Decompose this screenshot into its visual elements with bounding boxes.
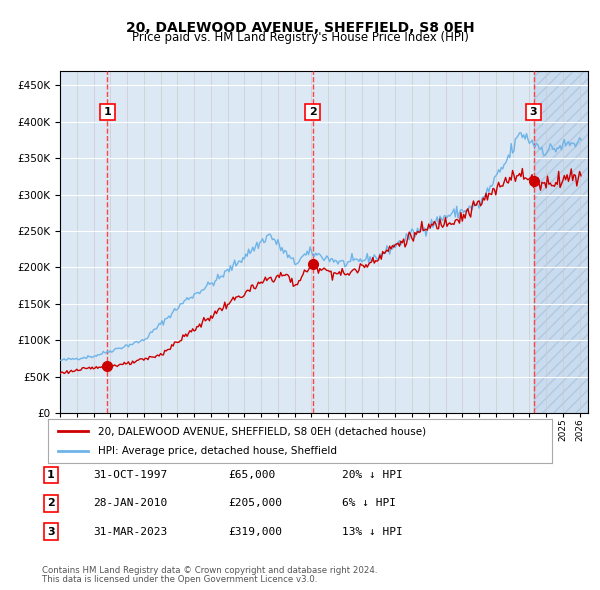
Text: 31-MAR-2023: 31-MAR-2023 — [93, 527, 167, 536]
Text: Contains HM Land Registry data © Crown copyright and database right 2024.: Contains HM Land Registry data © Crown c… — [42, 566, 377, 575]
Text: 13% ↓ HPI: 13% ↓ HPI — [342, 527, 403, 536]
Text: 3: 3 — [530, 107, 538, 117]
Text: 20, DALEWOOD AVENUE, SHEFFIELD, S8 0EH (detached house): 20, DALEWOOD AVENUE, SHEFFIELD, S8 0EH (… — [98, 427, 427, 436]
Text: 1: 1 — [104, 107, 112, 117]
Text: £205,000: £205,000 — [228, 499, 282, 508]
Text: 6% ↓ HPI: 6% ↓ HPI — [342, 499, 396, 508]
Text: 28-JAN-2010: 28-JAN-2010 — [93, 499, 167, 508]
Text: 1: 1 — [47, 470, 55, 480]
Text: Price paid vs. HM Land Registry's House Price Index (HPI): Price paid vs. HM Land Registry's House … — [131, 31, 469, 44]
Bar — [533, 71, 588, 413]
Text: 31-OCT-1997: 31-OCT-1997 — [93, 470, 167, 480]
Text: 2: 2 — [47, 499, 55, 508]
Text: £65,000: £65,000 — [228, 470, 275, 480]
Text: HPI: Average price, detached house, Sheffield: HPI: Average price, detached house, Shef… — [98, 446, 337, 455]
Text: 2: 2 — [309, 107, 316, 117]
Bar — [60, 71, 533, 413]
Bar — [533, 71, 588, 413]
Text: 20, DALEWOOD AVENUE, SHEFFIELD, S8 0EH: 20, DALEWOOD AVENUE, SHEFFIELD, S8 0EH — [125, 21, 475, 35]
Text: This data is licensed under the Open Government Licence v3.0.: This data is licensed under the Open Gov… — [42, 575, 317, 584]
Text: 3: 3 — [47, 527, 55, 536]
Text: 20% ↓ HPI: 20% ↓ HPI — [342, 470, 403, 480]
Text: £319,000: £319,000 — [228, 527, 282, 536]
